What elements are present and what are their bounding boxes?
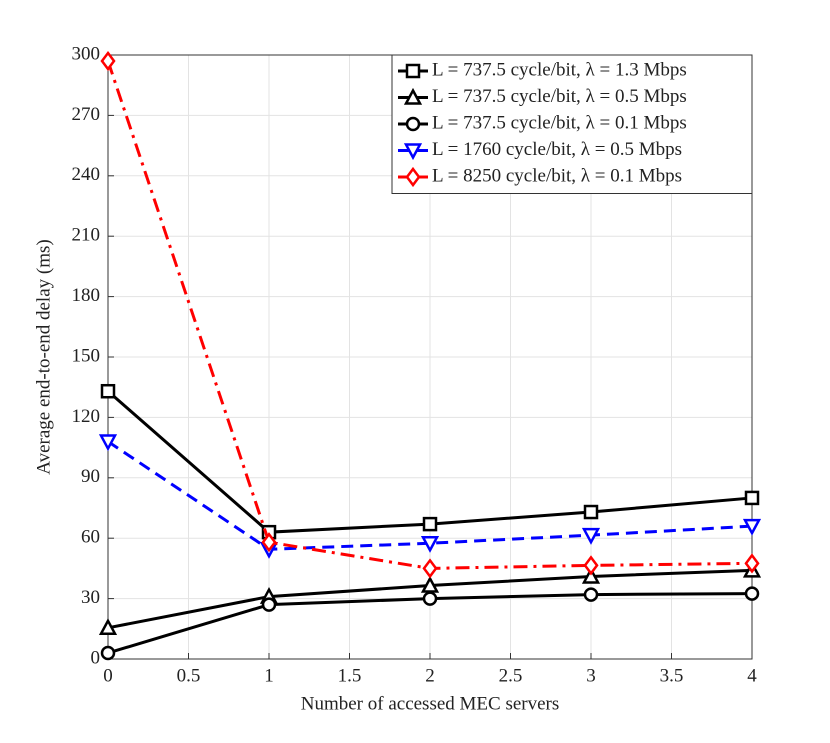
y-tick-label: 30 [81,587,100,608]
x-tick-label: 3 [586,665,596,686]
y-tick-label: 0 [91,647,101,668]
y-tick-label: 210 [72,225,101,246]
marker [261,597,277,612]
legend-label: L = 1760 cycle/bit, λ = 0.5 Mbps [432,139,682,160]
x-tick-label: 4 [747,665,757,686]
x-tick-label: 1 [264,665,274,686]
marker [744,553,760,574]
y-tick-label: 90 [81,466,100,487]
legend-marker [405,63,421,79]
marker [100,645,116,661]
marker [422,591,438,606]
marker [583,504,599,520]
legend-marker [403,87,423,105]
marker [420,535,440,553]
legend-box [391,54,753,194]
legend-marker [403,143,423,161]
x-tick-label: 2 [425,665,435,686]
marker [744,586,760,601]
marker [581,527,601,545]
marker [422,558,438,579]
x-tick-label: 3.5 [660,665,684,686]
marker [100,383,116,399]
legend-label: L = 8250 cycle/bit, λ = 0.1 Mbps [432,165,682,186]
y-tick-label: 120 [72,406,101,427]
legend-label: L = 737.5 cycle/bit, λ = 0.5 Mbps [432,86,687,107]
legend-label: L = 737.5 cycle/bit, λ = 0.1 Mbps [432,112,687,133]
y-tick-label: 150 [72,345,101,366]
legend-marker [405,116,421,132]
marker [100,50,116,72]
marker [583,555,599,576]
marker [583,587,599,602]
marker [744,490,760,506]
marker [98,618,118,636]
x-axis-label: Number of accessed MEC servers [301,693,560,714]
legend-label: L = 737.5 cycle/bit, λ = 1.3 Mbps [432,59,687,80]
marker [742,518,762,536]
marker [422,516,438,532]
marker [261,532,277,553]
y-tick-label: 270 [72,104,101,125]
x-tick-label: 0.5 [177,665,201,686]
y-axis-label: Average end-to-end delay (ms) [33,239,54,474]
x-tick-label: 0 [103,665,113,686]
x-tick-label: 1.5 [338,665,362,686]
y-tick-label: 180 [72,285,101,306]
legend-marker [405,166,421,188]
marker [581,566,601,584]
marker [98,434,118,452]
x-tick-label: 2.5 [499,665,523,686]
y-tick-label: 240 [72,164,101,185]
legend: L = 737.5 cycle/bit, λ = 1.3 Mbps L = 737… [391,54,753,194]
y-tick-label: 60 [81,527,100,548]
y-tick-label: 300 [72,43,101,64]
